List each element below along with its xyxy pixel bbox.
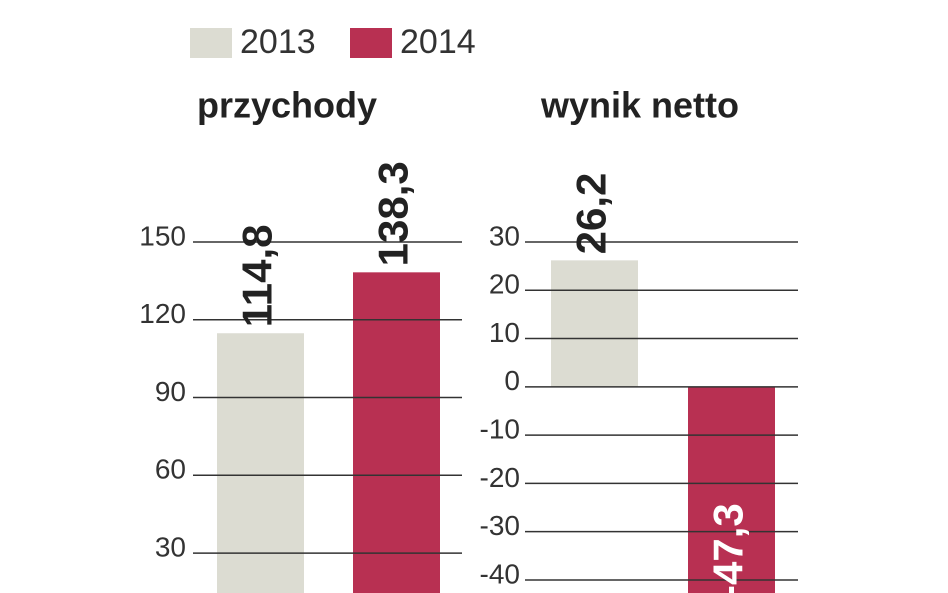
- y-tick-label: 30: [489, 220, 520, 251]
- panel-title: przychody: [197, 85, 377, 126]
- legend-swatch: [190, 28, 232, 58]
- bar: [353, 272, 440, 593]
- y-tick-label: 90: [155, 376, 186, 407]
- plot: [551, 260, 775, 593]
- bar: [217, 333, 304, 593]
- plot: [217, 272, 440, 593]
- legend-label: 2013: [240, 23, 316, 61]
- y-tick-label: 120: [139, 298, 186, 329]
- panel-title: wynik netto: [540, 85, 739, 126]
- y-tick-label: -40: [480, 558, 520, 589]
- value-label: 114,8: [234, 224, 281, 327]
- legend-swatch: [350, 28, 392, 58]
- y-tick-label: 30: [155, 531, 186, 562]
- y-tick-label: 150: [139, 220, 186, 251]
- y-tick-label: -10: [480, 414, 520, 445]
- legend-label: 2014: [400, 23, 476, 61]
- y-tick-label: -30: [480, 510, 520, 541]
- y-tick-label: -20: [480, 462, 520, 493]
- value-label: 26,2: [568, 173, 615, 255]
- y-tick-label: 10: [489, 317, 520, 348]
- y-tick-label: 60: [155, 454, 186, 485]
- bar: [551, 260, 638, 387]
- bar: [688, 386, 775, 593]
- value-label: -47,3: [705, 503, 752, 593]
- value-label: 138,3: [370, 161, 417, 266]
- y-tick-label: 20: [489, 269, 520, 300]
- y-tick-label: 0: [504, 365, 520, 396]
